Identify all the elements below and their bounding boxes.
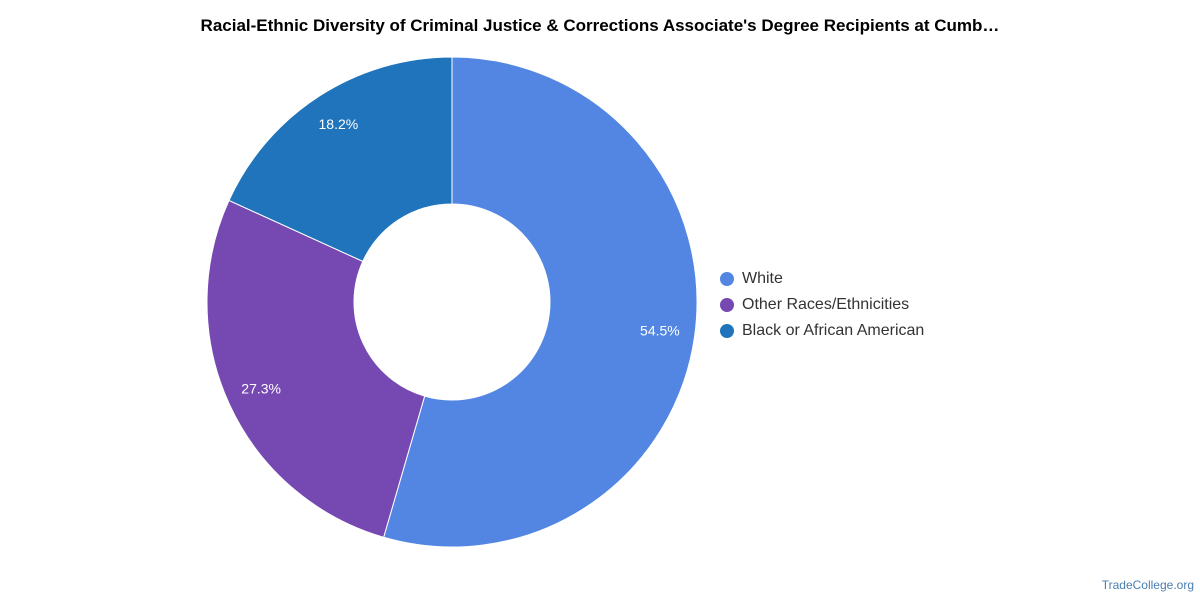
legend-swatch xyxy=(720,324,734,338)
legend-label: White xyxy=(742,270,783,287)
credit-label[interactable]: TradeCollege.org xyxy=(1101,578,1194,592)
legend-swatch xyxy=(720,298,734,312)
legend-item-other-races-ethnicities[interactable]: Other Races/Ethnicities xyxy=(720,292,924,318)
chart-title: Racial-Ethnic Diversity of Criminal Just… xyxy=(200,16,1000,35)
slice-black-or-african-american[interactable] xyxy=(228,56,453,263)
legend-label: Black or African American xyxy=(742,322,925,339)
slice-white[interactable] xyxy=(383,56,698,548)
slice-label-black-or-african-american: 18.2% xyxy=(319,116,359,132)
slice-label-other-races-ethnicities: 27.3% xyxy=(241,380,281,396)
legend-item-black-or-african-american[interactable]: Black or African American xyxy=(720,318,924,344)
legend-label: Other Races/Ethnicities xyxy=(742,296,910,313)
slice-label-white: 54.5% xyxy=(640,322,680,338)
slice-other-races-ethnicities[interactable] xyxy=(206,199,426,538)
legend: White Other Races/Ethnicities Black or Afr… xyxy=(720,266,924,344)
legend-swatch xyxy=(720,272,734,286)
legend-item-white[interactable]: White xyxy=(720,266,924,292)
